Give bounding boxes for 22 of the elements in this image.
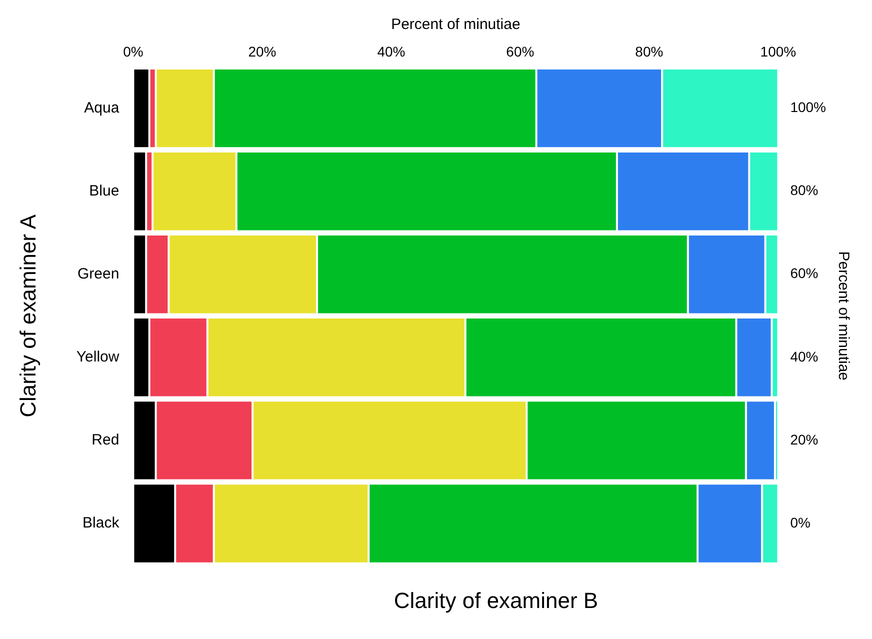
y2-tick-label: 60% <box>790 265 818 282</box>
y2-tick-label: 0% <box>790 514 810 530</box>
y2-tick-label: 80% <box>790 182 818 198</box>
x-tick-label: 100% <box>760 43 796 60</box>
text: Clarity of examiner B <box>392 588 600 614</box>
y-tick-label: Yellow <box>76 348 120 366</box>
x-tick-label: 80% <box>635 43 664 60</box>
y2-tick-label: 20% <box>790 431 818 448</box>
y-tick-label: Green <box>78 266 120 283</box>
y2-axis-title: Percent of minutiae <box>834 251 852 381</box>
x-tick-label: 60% <box>506 43 534 60</box>
x-tick-label: 20% <box>248 43 276 60</box>
y-tick-label: Blue <box>89 182 120 200</box>
y-tick-label: Red <box>92 432 120 449</box>
y-tick-label: Black <box>82 514 120 532</box>
y-tick-label: Aqua <box>84 99 120 116</box>
y-axis-title: Clarity of examiner A <box>15 214 40 418</box>
x-axis-title: Percent of minutiae <box>391 16 520 34</box>
y2-tick-label: 100% <box>790 99 826 116</box>
y2-tick-label: 40% <box>790 348 818 364</box>
x-tick-label: 40% <box>377 43 406 60</box>
x-tick-label: 0% <box>123 43 144 60</box>
